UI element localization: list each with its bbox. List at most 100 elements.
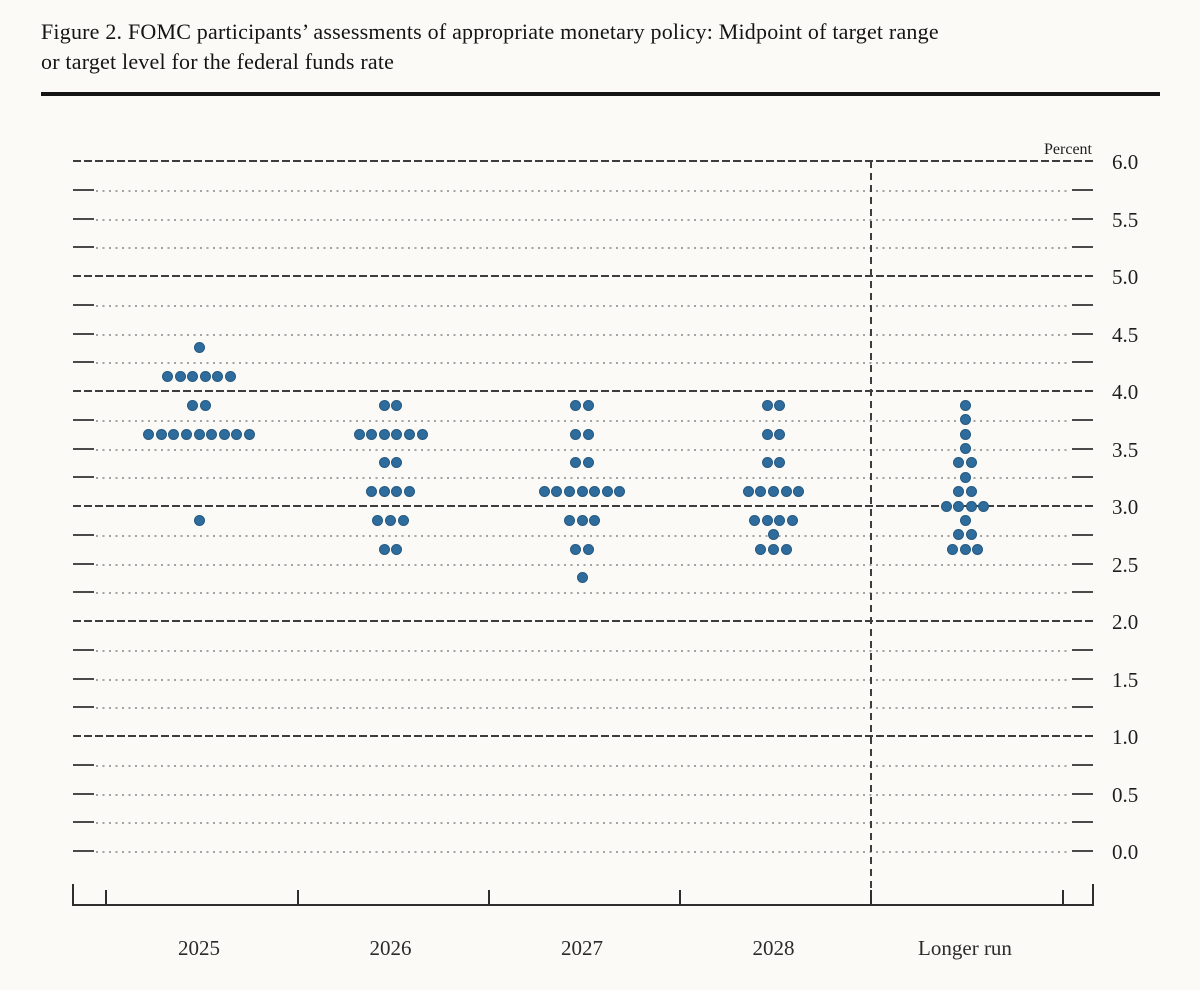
fomc-dot [978, 500, 990, 512]
y-axis-label: 2.0 [1112, 610, 1139, 634]
x-axis-line [73, 904, 1093, 906]
gridline-left-tick [73, 591, 94, 594]
gridline-minor [96, 563, 1070, 566]
fomc-dot [187, 399, 199, 411]
gridline-left-tick [73, 706, 94, 709]
dashed-divider [870, 161, 872, 906]
fomc-dot [755, 543, 767, 555]
gridline-right-tick [1072, 476, 1093, 479]
fomc-dot [551, 486, 563, 498]
fomc-dot [391, 457, 403, 469]
fomc-dot [965, 457, 977, 469]
fomc-dot [582, 543, 594, 555]
gridline-major [73, 505, 1093, 507]
gridline-right-tick [1072, 562, 1093, 565]
x-axis-bracket-left [72, 884, 74, 906]
fomc-dot [378, 457, 390, 469]
fomc-dot [563, 486, 575, 498]
fomc-dot [366, 428, 378, 440]
gridline-right-tick [1072, 332, 1093, 335]
fomc-dot [403, 428, 415, 440]
fomc-dot [959, 399, 971, 411]
gridline-right-tick [1072, 821, 1093, 824]
fomc-dot [768, 529, 779, 541]
fomc-dot [391, 428, 403, 440]
gridline-left-tick [73, 361, 94, 364]
gridline-left-tick [73, 476, 94, 479]
y-axis-label: 4.0 [1112, 380, 1139, 404]
gridline-left-tick [73, 677, 94, 680]
gridline-left-tick [73, 648, 94, 651]
fomc-dot [582, 428, 594, 440]
gridline-left-tick [73, 418, 94, 421]
gridline-right-tick [1072, 792, 1093, 795]
figure-title-line2: or target level for the federal funds ra… [41, 49, 395, 74]
gridline-left-tick [73, 763, 94, 766]
x-axis-tick [487, 890, 490, 906]
y-axis-label: 5.5 [1112, 207, 1139, 232]
x-axis-label: 2028 [752, 936, 795, 960]
x-axis-bracket-right [1092, 884, 1094, 906]
gridline-minor [96, 592, 1070, 595]
fomc-dot [793, 486, 805, 498]
gridline-minor [96, 247, 1070, 250]
y-axis-label: 3.5 [1112, 437, 1139, 462]
fomc-dot [174, 371, 186, 383]
gridline-minor [96, 851, 1070, 853]
fomc-dot [774, 428, 786, 440]
y-axis-label: 1.5 [1112, 667, 1139, 692]
fomc-dot [576, 486, 588, 498]
fomc-dot [378, 543, 390, 555]
fomc-dot [589, 486, 601, 498]
gridline-left-tick [73, 303, 94, 306]
gridline-right-tick [1072, 246, 1093, 249]
fomc-dot [959, 471, 971, 483]
gridline-major [73, 620, 1093, 622]
gridline-major [73, 735, 1093, 737]
fomc-dot [582, 399, 594, 411]
fomc-dot [391, 399, 403, 411]
gridline-minor [96, 793, 1070, 796]
fomc-dot [570, 428, 582, 440]
figure-title-line1: Figure 2. FOMC participants’ assessments… [41, 19, 939, 44]
fomc-dot [768, 543, 779, 555]
gridline-left-tick [73, 332, 94, 335]
fomc-dot [385, 514, 396, 526]
gridline-minor [96, 189, 1070, 192]
gridline-left-tick [73, 447, 94, 450]
fomc-dot [576, 572, 588, 584]
fomc-dot [206, 428, 218, 440]
gridline-minor [96, 477, 1070, 480]
gridline-major [73, 390, 1093, 392]
fomc-dot [959, 443, 971, 454]
x-axis-label: Longer run [918, 936, 1012, 960]
fomc-dot [193, 514, 205, 526]
x-axis-tick [1061, 890, 1064, 906]
gridline-right-tick [1072, 763, 1093, 766]
fomc-dot [243, 428, 255, 440]
fomc-dot [187, 371, 199, 383]
fomc-dot [614, 486, 626, 498]
gridline-left-tick [73, 850, 94, 852]
fomc-dot [391, 486, 403, 498]
fomc-dot [965, 500, 977, 512]
fomc-dot [563, 514, 575, 526]
fomc-dot [218, 428, 230, 440]
y-axis-label: 0.0 [1112, 840, 1139, 864]
x-axis-tick [105, 890, 107, 906]
gridline-left-tick [73, 792, 94, 795]
gridline-minor [96, 764, 1070, 767]
fomc-dot [755, 486, 767, 498]
gridline-minor [96, 649, 1070, 652]
fomc-dot [959, 414, 971, 426]
gridline-left-tick [73, 188, 94, 191]
gridline-minor [96, 707, 1070, 710]
fomc-dot [953, 486, 965, 498]
gridline-major [73, 275, 1093, 277]
fomc-dot [378, 486, 390, 498]
fomc-dot [761, 514, 773, 526]
gridline-right-tick [1072, 447, 1093, 450]
fomc-dot [576, 514, 588, 526]
fomc-dot [143, 428, 155, 440]
